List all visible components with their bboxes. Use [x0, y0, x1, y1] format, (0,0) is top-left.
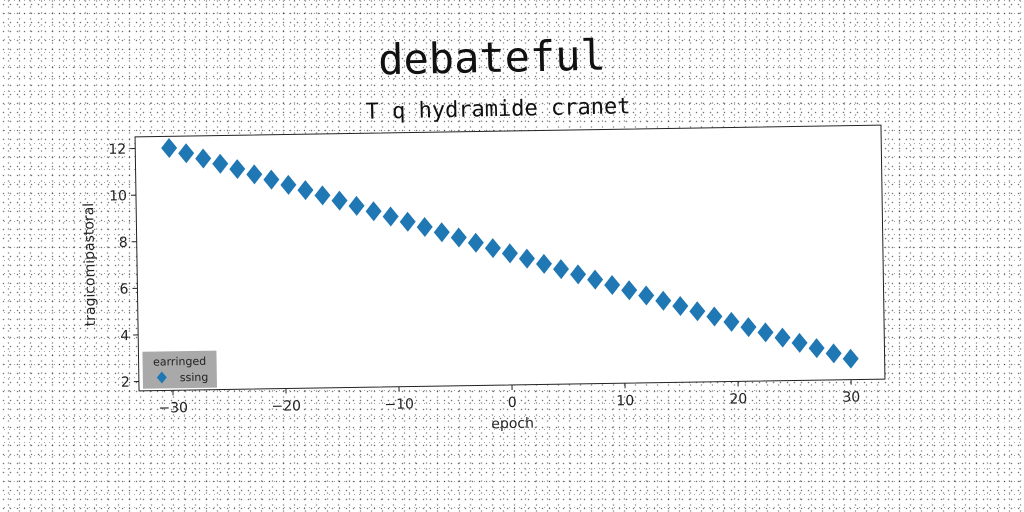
data-point [706, 306, 723, 327]
x-tick-label: 20 [729, 391, 747, 407]
data-point [570, 264, 587, 285]
data-point [484, 238, 501, 259]
data-point [638, 285, 655, 306]
data-point [416, 217, 433, 238]
y-tick-label: 4 [120, 328, 129, 344]
data-point [774, 327, 791, 348]
data-point [791, 332, 808, 353]
data-point [246, 164, 263, 185]
data-point [842, 348, 859, 369]
data-point [263, 169, 280, 190]
data-point [689, 301, 706, 322]
legend-title: earringed [153, 355, 206, 369]
data-point [348, 195, 365, 216]
y-tick-label: 10 [109, 188, 127, 204]
data-point [297, 180, 314, 201]
data-point [587, 269, 604, 290]
data-point [433, 222, 450, 243]
data-point [229, 159, 246, 180]
data-point [723, 311, 740, 332]
data-point [501, 243, 518, 264]
x-tick-label: 0 [508, 395, 517, 411]
y-axis-label: tragicomipastoral [81, 203, 99, 327]
y-tick-label: 6 [119, 281, 128, 297]
data-point [518, 248, 535, 269]
data-point [604, 274, 621, 295]
data-point [825, 343, 842, 364]
chart-title: debateful [378, 31, 607, 85]
data-point [740, 317, 757, 338]
data-point [553, 259, 570, 280]
chart-subtitle: T q hydramide cranet [365, 94, 630, 125]
y-tick-label: 12 [108, 142, 126, 158]
data-point [655, 290, 672, 311]
data-point [536, 253, 553, 274]
data-point [212, 153, 229, 174]
y-tick-label: 2 [121, 375, 130, 391]
legend-marker [156, 371, 167, 384]
data-point [314, 185, 331, 206]
x-axis: −30 −20 −10 0 10 20 30 [158, 379, 860, 417]
data-points [161, 137, 859, 369]
x-tick-label: −10 [384, 397, 414, 413]
data-point [399, 211, 416, 232]
data-point [621, 280, 638, 301]
data-point [467, 232, 484, 253]
data-point [757, 322, 774, 343]
data-point [178, 143, 195, 164]
data-point [382, 206, 399, 227]
data-point [195, 148, 212, 169]
y-tick-label: 8 [119, 235, 128, 251]
data-point [331, 190, 348, 211]
data-point [450, 227, 467, 248]
x-tick-label: 30 [842, 390, 860, 406]
legend-entry-label: ssing [180, 371, 209, 384]
x-tick-label: −20 [271, 398, 301, 414]
legend: earringed ssing [142, 350, 217, 389]
x-tick-label: 10 [616, 393, 634, 409]
plot-area: −30 −20 −10 0 10 20 30 2 4 6 8 10 12 epoch tragicom… [81, 124, 886, 433]
x-axis-label: epoch [491, 416, 534, 433]
data-point [161, 137, 178, 158]
x-tick-label: −30 [158, 400, 188, 416]
data-point [808, 338, 825, 359]
data-point [672, 296, 689, 317]
y-axis: 2 4 6 8 10 12 [108, 142, 139, 391]
data-point [280, 174, 297, 195]
data-point [365, 201, 382, 222]
